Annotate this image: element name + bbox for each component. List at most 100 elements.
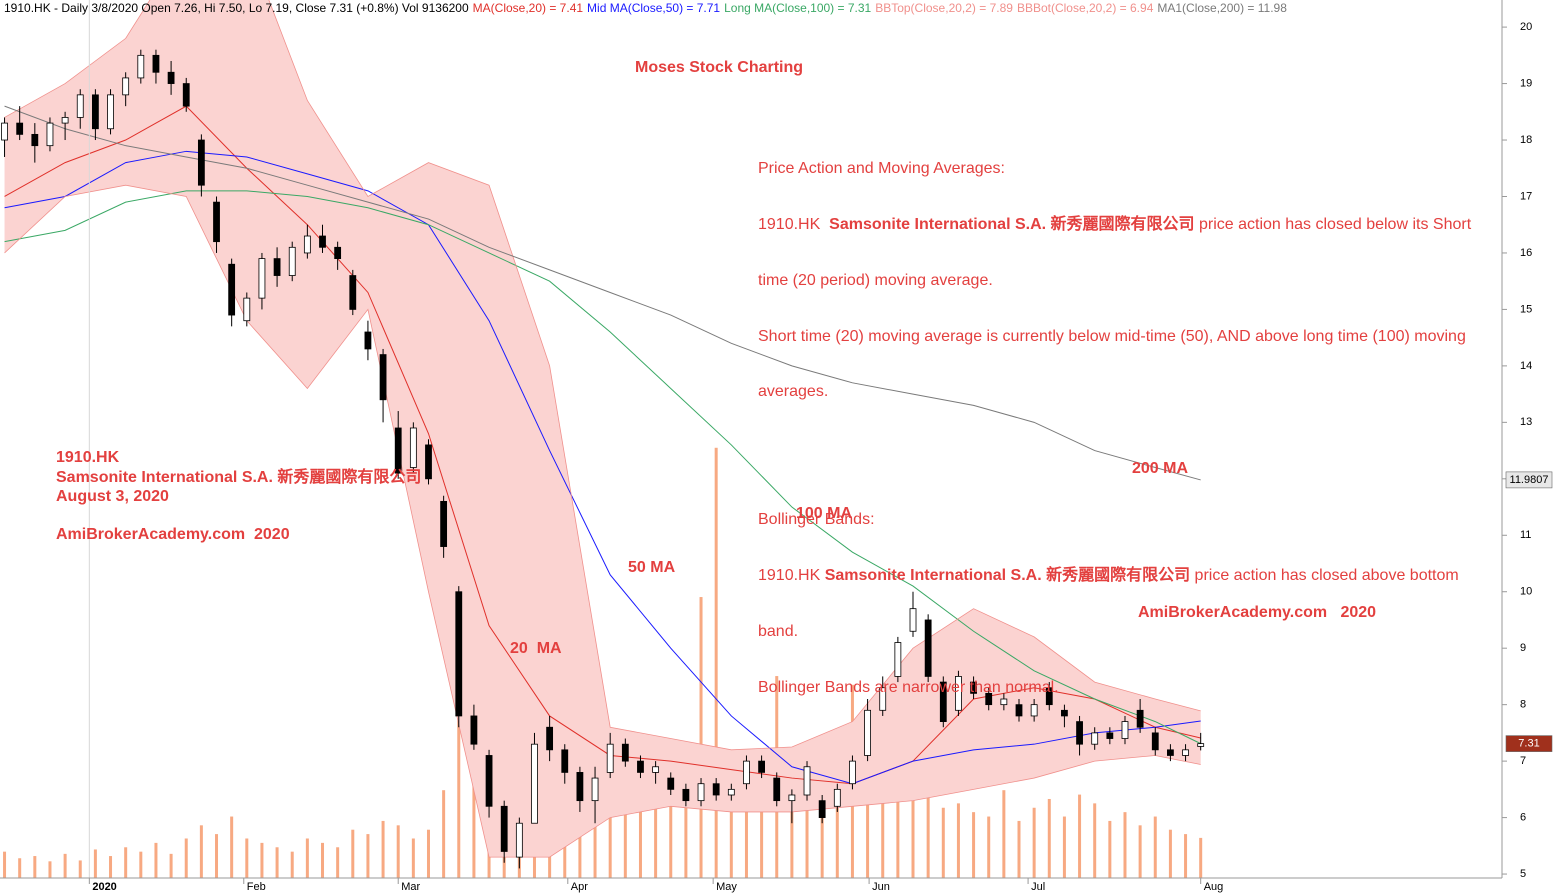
- volume-bar: [472, 746, 476, 878]
- text: Samsonite International S.A. 新秀麗國際有限公司: [824, 567, 1191, 585]
- annotation: Samsonite International S.A. 新秀麗國際有限公司: [56, 467, 421, 486]
- volume-bar: [426, 829, 430, 878]
- volume-bar: [1138, 825, 1142, 878]
- candle-body: [137, 54, 145, 79]
- y-tick-label: 13: [1520, 416, 1532, 428]
- volume-bar: [1078, 794, 1082, 878]
- candle-body: [1121, 721, 1129, 739]
- volume-bar: [1108, 820, 1112, 878]
- candle-body: [1030, 704, 1038, 717]
- candle-body: [955, 676, 962, 711]
- candle-body: [576, 772, 584, 802]
- chart-title: Moses Stock Charting: [635, 59, 803, 76]
- candle-body: [91, 94, 99, 130]
- candle-body: [1, 122, 8, 141]
- text-line: 1910.HK Samsonite International S.A. 新秀麗…: [758, 567, 1471, 586]
- volume-bar: [33, 856, 37, 878]
- band-edge: [4, 184, 1201, 858]
- y-tick-label: 17: [1520, 190, 1532, 202]
- candle-body: [939, 681, 947, 722]
- volume-bar: [1123, 812, 1127, 878]
- candle-body: [712, 783, 720, 796]
- text-line: Short time (20) moving average is curren…: [758, 327, 1466, 345]
- candle-body: [334, 246, 342, 260]
- legend-entry: BBBot(Close,20,2) = 6.94: [1016, 1, 1154, 15]
- candle-body: [924, 619, 932, 677]
- candle-body: [455, 591, 463, 717]
- candle-body: [425, 444, 432, 480]
- y-tick-label: 15: [1520, 303, 1532, 315]
- volume-bar: [305, 838, 309, 878]
- x-tick-label: Jul: [1031, 881, 1045, 893]
- candle-body: [379, 354, 387, 401]
- volume-bar: [154, 842, 158, 878]
- volume-bar: [1093, 803, 1097, 878]
- text-line: averages.: [758, 383, 829, 401]
- annotation: 200 MA: [1132, 460, 1188, 477]
- price-tag: [1505, 735, 1553, 752]
- y-tick-label: 5: [1520, 868, 1526, 880]
- volume-bar: [336, 847, 340, 878]
- candle-body: [818, 800, 826, 818]
- volume-bar: [109, 856, 113, 878]
- volume-bar: [1184, 834, 1188, 878]
- candle-body: [682, 788, 690, 802]
- candle-body: [1000, 698, 1008, 706]
- volume-bar: [1002, 790, 1006, 878]
- candle-body: [758, 760, 765, 773]
- volume-bar: [1199, 837, 1203, 878]
- candle-body: [743, 760, 750, 785]
- text: price action has closed below its Short: [1194, 215, 1472, 233]
- text: 1910.HK: [758, 567, 825, 585]
- candle-body: [1091, 732, 1099, 745]
- legend-entry: Long MA(Close,100) = 7.31: [724, 1, 872, 15]
- candle-body: [1045, 687, 1053, 706]
- candle-body: [667, 777, 675, 790]
- y-tick-label: 19: [1520, 77, 1532, 89]
- candle-body: [288, 246, 296, 276]
- volume-bar: [169, 853, 173, 878]
- volume-bar: [926, 794, 930, 878]
- candle-body: [773, 777, 781, 802]
- candle-body: [152, 54, 160, 73]
- text: price action has closed above bottom: [1190, 567, 1459, 585]
- volume-bar: [396, 825, 400, 878]
- volume-bar: [638, 777, 642, 878]
- volume-bar: [911, 772, 915, 878]
- volume-bar: [93, 849, 97, 878]
- candle-body: [970, 681, 977, 694]
- candle-body: [258, 258, 266, 299]
- moving-average: [4, 150, 1201, 785]
- legend-entry: MA(Close,20) = 7.41: [472, 1, 584, 15]
- volume-bar: [835, 768, 839, 878]
- volume-bar: [1062, 816, 1066, 878]
- candle-body: [1197, 743, 1205, 747]
- text: Samsonite International S.A. 新秀麗國際有限公司: [829, 215, 1195, 233]
- candle-body: [515, 822, 523, 858]
- candle-body: [621, 743, 629, 762]
- y-tick-label: 11: [1520, 529, 1531, 541]
- candle-body: [546, 726, 554, 751]
- volume-bar: [1153, 816, 1157, 878]
- candle-body: [228, 263, 236, 316]
- candle-body: [197, 139, 205, 186]
- candle-body: [1136, 709, 1144, 728]
- volume-bar: [1017, 820, 1021, 878]
- candle-body: [1076, 721, 1083, 745]
- legend-entry: MA1(Close,200) = 11.98: [1157, 1, 1287, 15]
- volume-bar: [321, 842, 325, 878]
- y-tick-label: 18: [1520, 134, 1532, 146]
- candle-body: [879, 687, 887, 711]
- y-tick-label: 14: [1520, 360, 1532, 372]
- legend-entry: BBTop(Close,20,2) = 7.89: [875, 1, 1013, 15]
- candle-body: [1015, 704, 1023, 717]
- volume-bar: [805, 785, 809, 878]
- volume-bar: [1047, 798, 1051, 878]
- candle-body: [697, 783, 705, 802]
- text-line: Price Action and Moving Averages:: [758, 160, 1005, 178]
- volume-bar: [3, 851, 7, 878]
- candle-body: [531, 743, 538, 824]
- candle-body: [76, 94, 84, 118]
- candle-body: [1106, 732, 1114, 739]
